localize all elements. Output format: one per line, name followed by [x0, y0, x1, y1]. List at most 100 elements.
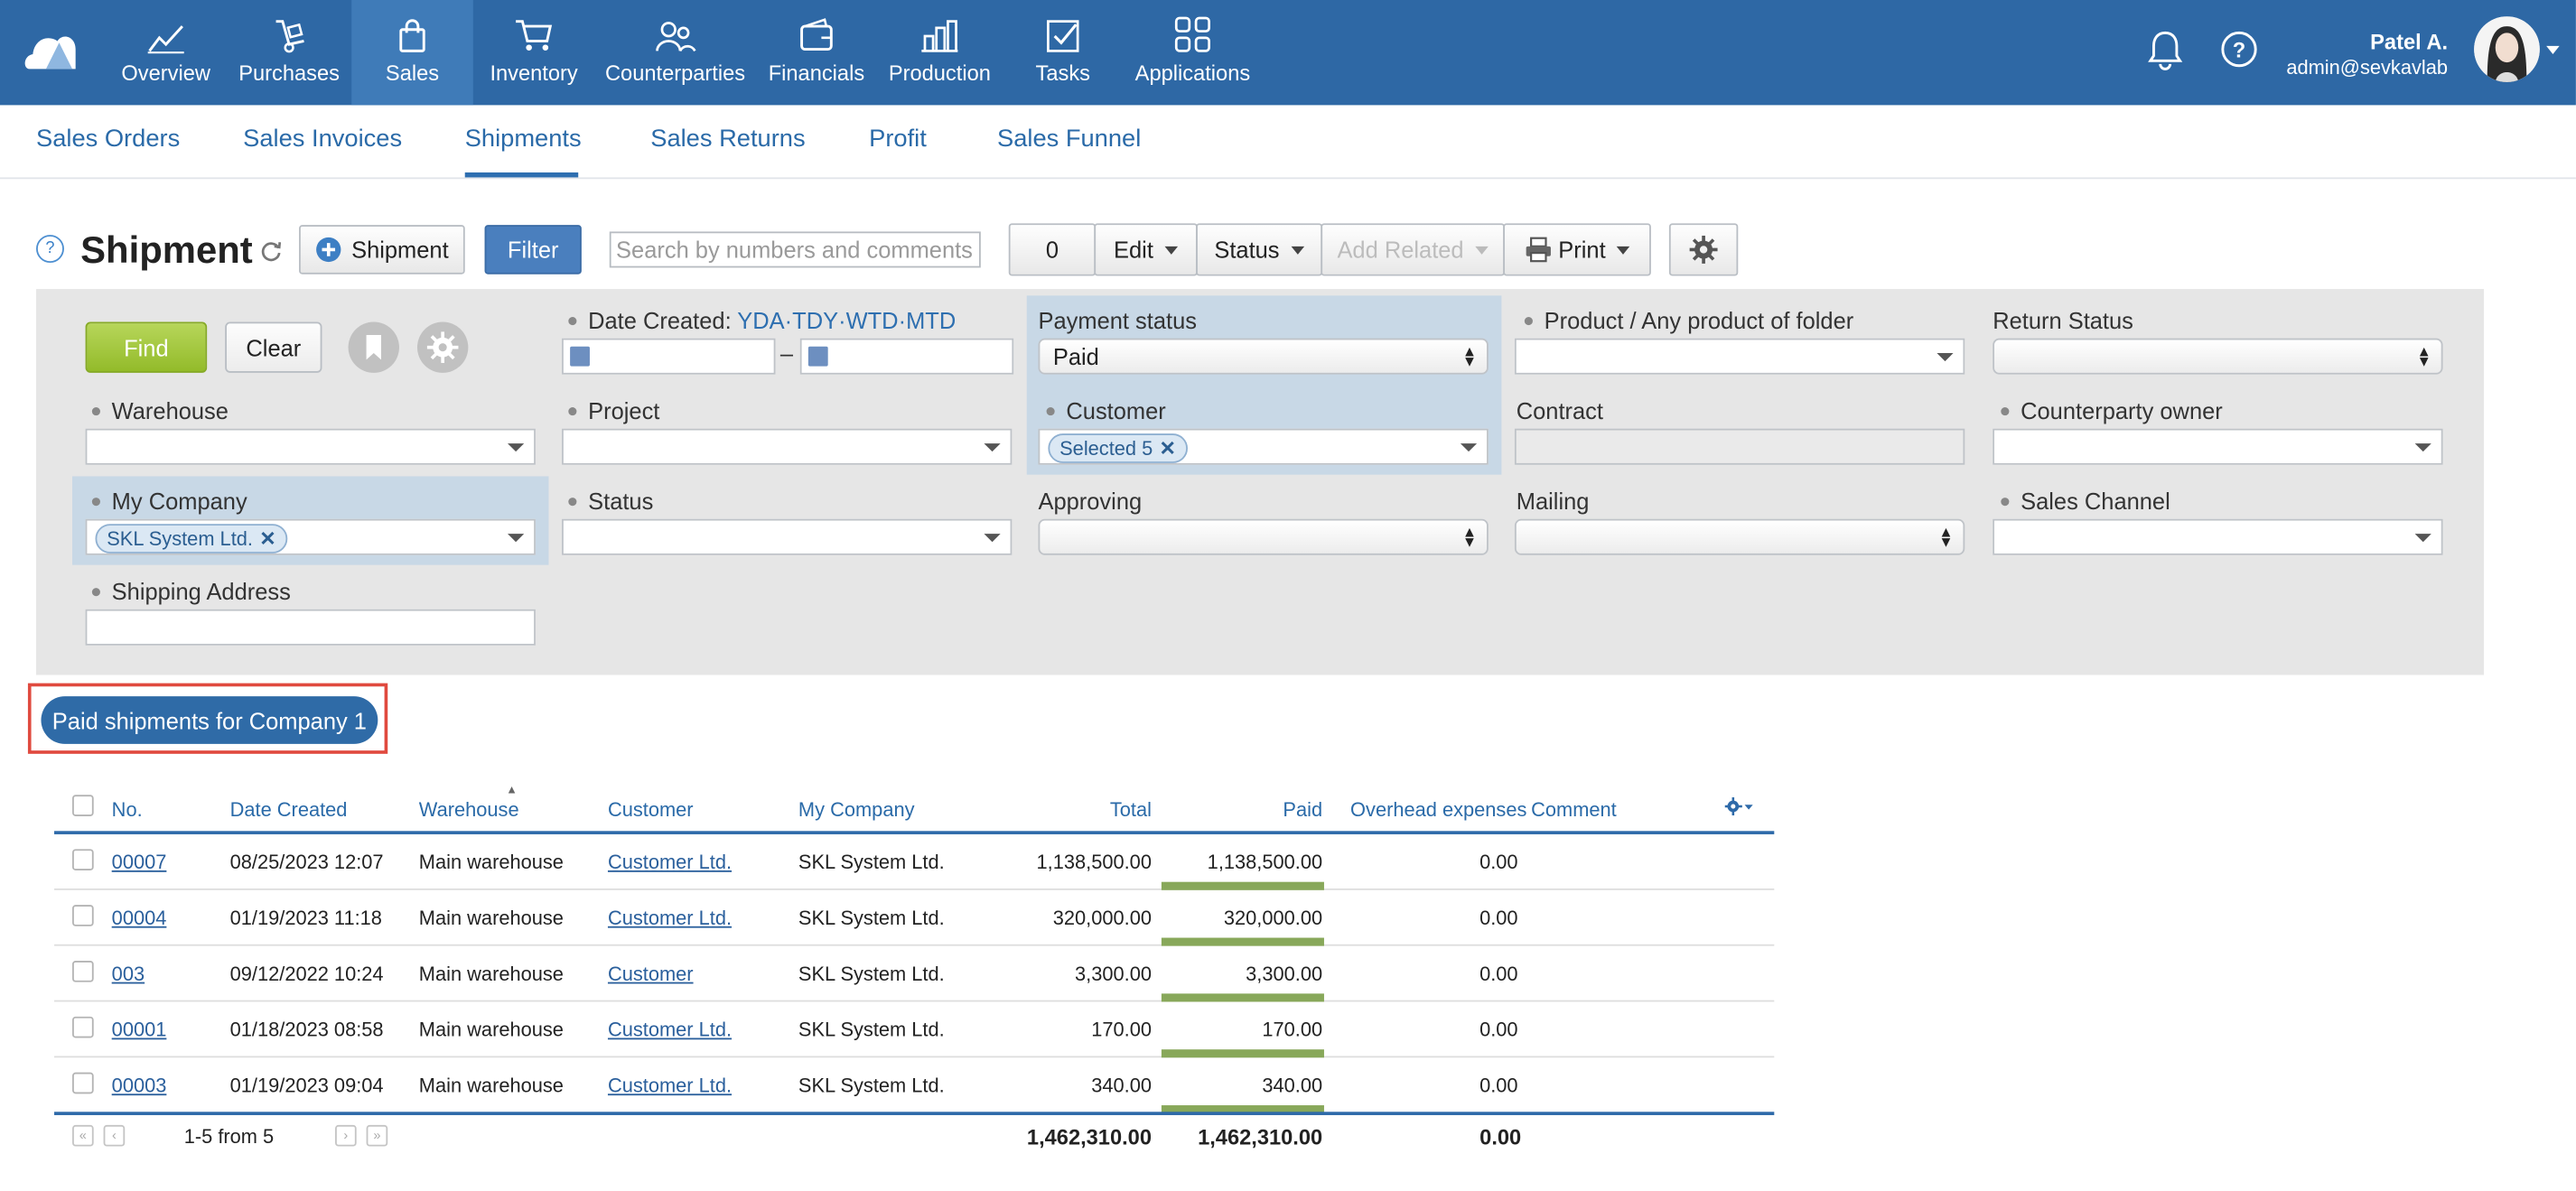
subnav-sales-orders[interactable]: Sales Orders [36, 125, 181, 154]
subnav-sales-returns[interactable]: Sales Returns [650, 125, 806, 154]
nav-overview[interactable]: Overview [105, 0, 227, 105]
search-input[interactable] [609, 231, 981, 268]
subnav-shipments[interactable]: Shipments [464, 125, 582, 154]
contract-field[interactable] [1514, 428, 1965, 465]
last-page-icon[interactable]: » [366, 1124, 388, 1147]
next-page-icon[interactable]: › [335, 1124, 357, 1147]
column-header-overhead-expenses[interactable]: Overhead expenses [1350, 797, 1527, 822]
filter-settings-button[interactable] [416, 321, 469, 373]
status-dropdown[interactable]: Status [1196, 223, 1323, 276]
saved-filter-button[interactable]: Paid shipments for Company 1 [41, 696, 378, 744]
column-header-total[interactable]: Total [1109, 797, 1152, 822]
add-shipment-button[interactable]: Shipment [299, 225, 465, 274]
nav-counterparties[interactable]: Counterparties [594, 0, 755, 105]
date-to-field[interactable] [799, 338, 1014, 375]
select-all-checkbox[interactable] [72, 795, 94, 816]
prev-page-icon[interactable]: ‹ [103, 1124, 126, 1147]
date-link-tdy[interactable]: TDY [792, 307, 839, 334]
calendar-icon[interactable] [570, 346, 590, 367]
nav-sales[interactable]: Sales [351, 0, 473, 106]
payment-status-select[interactable]: Paid ▲ ▼ [1038, 338, 1489, 375]
filter-button[interactable]: Filter [484, 225, 582, 274]
counterparty-owner-select[interactable] [1993, 428, 2443, 465]
user-menu-caret-icon[interactable] [2546, 45, 2560, 55]
product-select[interactable] [1514, 338, 1965, 375]
return-status-select[interactable]: ▲ ▼ [1993, 338, 2443, 375]
customer-link[interactable]: Customer Ltd. [607, 1018, 733, 1042]
customer-link[interactable]: Customer Ltd. [607, 851, 733, 874]
user-name[interactable]: Patel A. [2370, 29, 2449, 55]
column-header-paid[interactable]: Paid [1283, 797, 1323, 822]
table-row[interactable]: 00007 08/25/2023 12:07 Main warehouse Custo… [54, 834, 1775, 890]
row-checkbox[interactable] [72, 905, 94, 926]
first-page-icon[interactable]: « [72, 1124, 94, 1147]
user-email[interactable]: admin@sevkavlab [2286, 55, 2449, 79]
date-link-wtd[interactable]: WTD [845, 307, 899, 334]
chevron-down-icon [1937, 353, 1954, 362]
row-checkbox[interactable] [72, 960, 94, 982]
find-button[interactable]: Find [85, 321, 208, 373]
shipment-number-link[interactable]: 00001 [111, 1018, 167, 1042]
column-header-my-company[interactable]: My Company [798, 797, 915, 822]
shipment-number-link[interactable]: 00003 [111, 1074, 167, 1097]
row-checkbox[interactable] [72, 1016, 94, 1038]
table-row[interactable]: 00003 01/19/2023 09:04 Main warehouse Custo… [54, 1057, 1775, 1114]
subnav-sales-invoices[interactable]: Sales Invoices [243, 125, 403, 154]
date-link-mtd[interactable]: MTD [906, 307, 957, 334]
status-select[interactable] [562, 518, 1013, 555]
column-header-date-created[interactable]: Date Created [229, 797, 348, 822]
customer-link[interactable]: Customer Ltd. [607, 1074, 733, 1097]
bell-icon[interactable] [2145, 28, 2185, 70]
settings-button[interactable] [1668, 223, 1739, 276]
app-logo[interactable] [23, 26, 79, 76]
column-header-no[interactable]: No. [111, 797, 143, 822]
calendar-icon[interactable] [807, 346, 828, 367]
warehouse-select[interactable] [85, 428, 536, 465]
remove-chip-icon[interactable]: ✕ [1159, 436, 1176, 461]
nav-purchases[interactable]: Purchases [227, 0, 351, 105]
clear-button[interactable]: Clear [225, 321, 322, 373]
customer-select[interactable]: Selected 5 ✕ [1038, 428, 1489, 465]
date-from-field[interactable] [562, 338, 776, 375]
column-header-customer[interactable]: Customer [607, 797, 694, 822]
cell-paid: 1,138,500.00 [1207, 851, 1323, 874]
edit-dropdown[interactable]: Edit [1094, 223, 1198, 276]
shipment-number-link[interactable]: 00004 [111, 906, 167, 930]
avatar[interactable] [2474, 16, 2540, 82]
column-header-comment[interactable]: Comment [1531, 797, 1617, 822]
project-select[interactable] [562, 428, 1013, 465]
table-row[interactable]: 00004 01/19/2023 11:18 Main warehouse Custo… [54, 890, 1775, 946]
nav-applications[interactable]: Applications [1124, 0, 1262, 105]
my-company-select[interactable]: SKL System Ltd. ✕ [85, 518, 536, 555]
shipment-number-link[interactable]: 00007 [111, 851, 167, 874]
bookmark-button[interactable] [348, 321, 399, 373]
customer-link[interactable]: Customer Ltd. [607, 906, 733, 930]
shipment-number-link[interactable]: 003 [111, 962, 145, 986]
my-company-chip[interactable]: SKL System Ltd. ✕ [95, 524, 288, 554]
subnav-profit[interactable]: Profit [869, 125, 927, 154]
table-row[interactable]: 00001 01/18/2023 08:58 Main warehouse Custo… [54, 1001, 1775, 1058]
nav-production[interactable]: Production [877, 0, 1002, 105]
help-icon[interactable]: ? [2219, 28, 2259, 70]
column-settings-gear-icon[interactable] [1723, 796, 1755, 821]
column-header-warehouse[interactable]: Warehouse ▲ [419, 785, 519, 821]
date-link-yda[interactable]: YDA [737, 307, 785, 334]
table-row[interactable]: 003 09/12/2022 10:24 Main warehouse Custome… [54, 946, 1775, 1002]
row-checkbox[interactable] [72, 1072, 94, 1094]
nav-tasks[interactable]: Tasks [1002, 0, 1124, 105]
mailing-select[interactable]: ▲ ▼ [1514, 518, 1965, 555]
row-checkbox[interactable] [72, 849, 94, 870]
approving-select[interactable]: ▲ ▼ [1038, 518, 1489, 555]
refresh-icon[interactable] [259, 240, 282, 263]
nav-financials[interactable]: Financials [756, 0, 878, 105]
help-circle-icon[interactable]: ? [36, 235, 64, 264]
sales-channel-select[interactable] [1993, 518, 2443, 555]
customer-chip[interactable]: Selected 5 ✕ [1048, 433, 1188, 463]
subnav-sales-funnel[interactable]: Sales Funnel [997, 125, 1142, 154]
shipping-address-input[interactable] [85, 609, 536, 646]
add-related-dropdown[interactable]: Add Related [1321, 223, 1506, 276]
nav-inventory[interactable]: Inventory [473, 0, 595, 105]
print-dropdown[interactable]: Print [1503, 223, 1651, 276]
remove-chip-icon[interactable]: ✕ [259, 526, 276, 551]
customer-link[interactable]: Customer [607, 962, 694, 986]
